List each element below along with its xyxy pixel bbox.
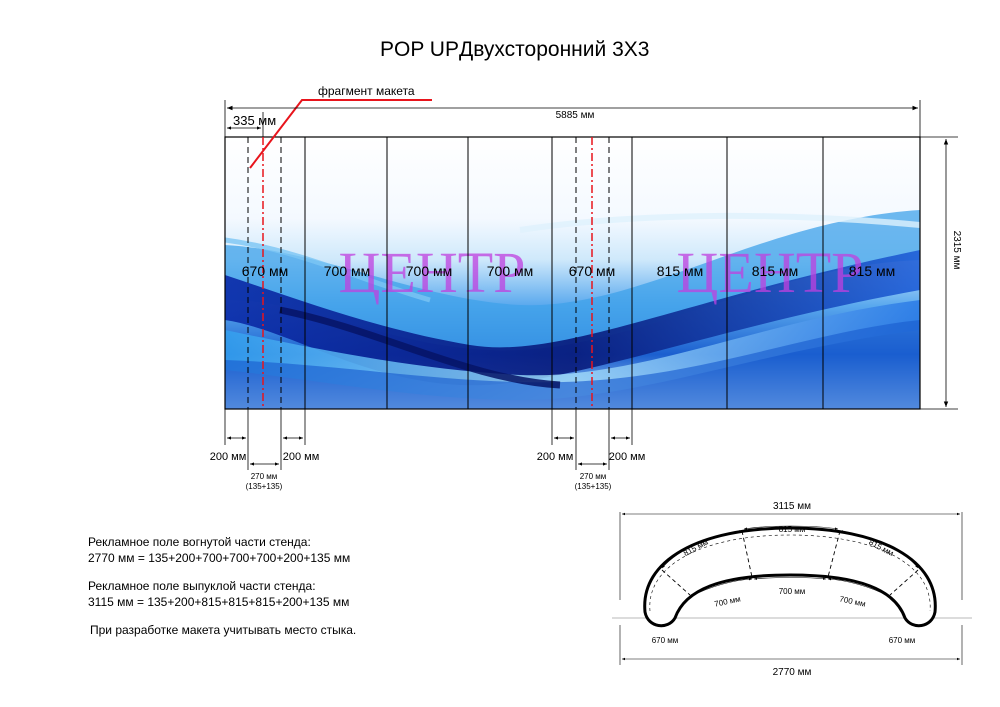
edge-width-dimension xyxy=(227,112,264,137)
center-joint-lines xyxy=(262,137,593,409)
fragment-pointer xyxy=(249,99,432,169)
joint-right-overlap-detail: (135+135) xyxy=(575,482,612,491)
fragment-label: фрагмент макета xyxy=(318,84,415,98)
banner-graphic xyxy=(225,137,920,409)
plan-inner-width-label: 2770 мм xyxy=(773,667,812,678)
concave-formula: 2770 мм = 135+200+700+700+700+200+135 мм xyxy=(88,551,351,565)
plan-outer-segment-2: 815 мм xyxy=(779,525,806,534)
panel-label-2: 700 мм xyxy=(324,263,371,279)
plan-inner-segment-1: 700 мм xyxy=(714,594,742,608)
joint-left-right-label: 200 мм xyxy=(283,451,320,463)
edge-width-label: 335 мм xyxy=(233,113,276,128)
panel-label-5: 670 мм xyxy=(569,263,616,279)
panel-label-4: 700 мм xyxy=(487,263,534,279)
panel-frame xyxy=(224,136,921,410)
height-dimension xyxy=(920,136,958,410)
plan-end-right-label: 670 мм xyxy=(889,636,916,645)
page-title: POP UPДвухсторонний 3Х3 xyxy=(380,38,650,61)
plan-outer-width-label: 3115 мм xyxy=(773,501,811,512)
total-width-dimension xyxy=(224,100,921,137)
joint-dimension-left xyxy=(224,409,306,470)
panel-label-7: 815 мм xyxy=(752,263,799,279)
joint-left-overlap-label: 270 мм xyxy=(251,472,278,481)
watermark-right: ЦЕНТР xyxy=(677,240,864,305)
panel-label-6: 815 мм xyxy=(657,263,704,279)
joint-guides xyxy=(247,137,610,409)
height-label: 2315 мм xyxy=(951,231,962,270)
convex-formula: 3115 мм = 135+200+815+815+815+200+135 мм xyxy=(88,595,350,609)
convex-title: Рекламное поле выпуклой части стенда: xyxy=(88,579,316,593)
joint-left-overlap-detail: (135+135) xyxy=(246,482,283,491)
plan-inner-segment-2: 700 мм xyxy=(779,587,806,596)
panel-label-8: 815 мм xyxy=(849,263,896,279)
panel-label-1: 670 мм xyxy=(242,263,289,279)
joint-dimension-right xyxy=(551,409,633,470)
panel-label-3: 700 мм xyxy=(406,263,453,279)
joint-left-left-label: 200 мм xyxy=(210,451,247,463)
panel-dividers xyxy=(304,137,824,409)
joint-note: При разработке макета учитывать место ст… xyxy=(90,623,357,637)
stand-plan-view: 3115 мм 2770 мм 815 мм 815 мм 815 мм 700… xyxy=(612,501,972,678)
plan-inner-segment-3: 700 мм xyxy=(839,594,867,608)
ad-field-notes: Рекламное поле вогнутой части стенда: 27… xyxy=(88,534,356,638)
plan-end-left-label: 670 мм xyxy=(652,636,679,645)
joint-right-left-label: 200 мм xyxy=(537,451,574,463)
watermark-left: ЦЕНТР xyxy=(339,240,526,305)
concave-title: Рекламное поле вогнутой части стенда: xyxy=(88,535,311,549)
joint-right-right-label: 200 мм xyxy=(609,451,646,463)
joint-right-overlap-label: 270 мм xyxy=(580,472,607,481)
total-width-label: 5885 мм xyxy=(556,110,595,121)
